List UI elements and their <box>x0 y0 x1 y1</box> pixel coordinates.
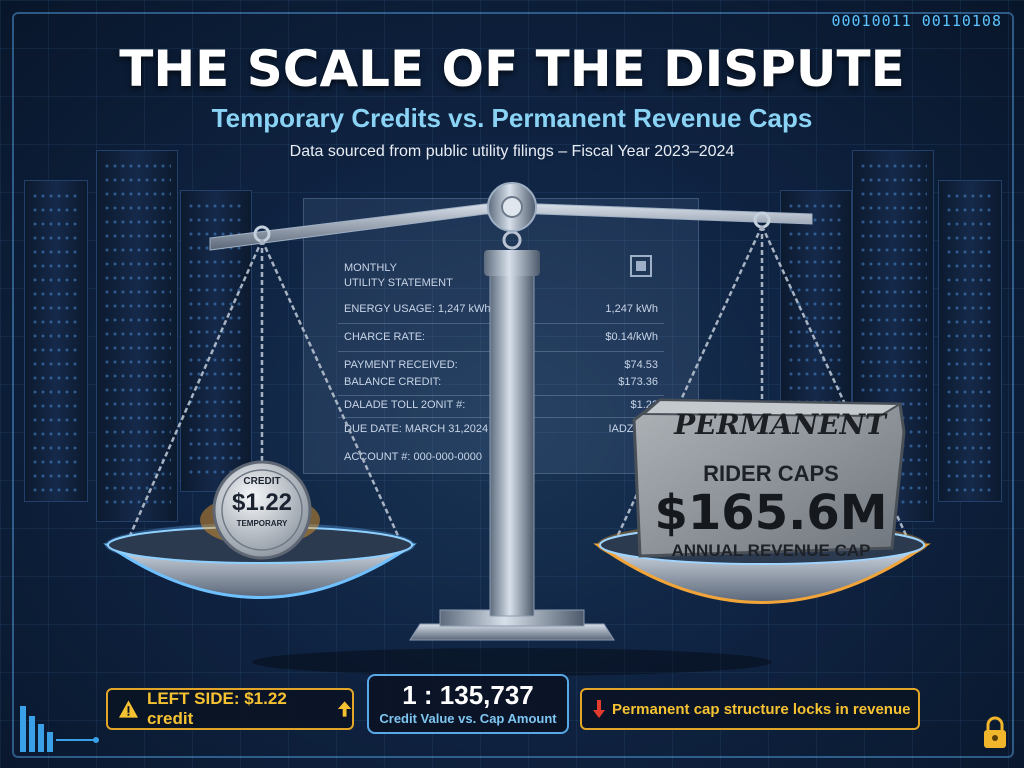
lock-icon <box>984 716 1006 748</box>
up-arrow-icon <box>337 701 352 717</box>
revenue-cap-block: PERMANENT RIDER CAPS $165.6M ANNUAL REVE… <box>640 408 902 561</box>
page-title: THE SCALE OF THE DISPUTE <box>119 40 905 98</box>
document-icon <box>630 255 652 277</box>
binary-code: 00010011 00110108 <box>831 12 1002 30</box>
server-rack-right-3 <box>938 180 1002 502</box>
page-subtitle: Temporary Credits vs. Permanent Revenue … <box>211 103 813 133</box>
cap-amount: $165.6M <box>654 485 888 541</box>
permanent-label: PERMANENT <box>674 408 886 441</box>
source-note: Data sourced from public utility filings… <box>289 143 735 160</box>
left-side-callout: LEFT SIDE: $1.22 credit <box>106 688 354 730</box>
server-rack-left-1 <box>24 180 88 502</box>
ratio-value: 1 : 135,737 <box>402 680 534 710</box>
statement-heading: MONTHLY UTILITY STATEMENT <box>344 262 453 289</box>
ratio-caption: Credit Value vs. Cap Amount <box>379 711 557 726</box>
ratio-box: 1 : 135,737 Credit Value vs. Cap Amount <box>367 674 569 734</box>
warning-icon <box>118 700 139 718</box>
outer-frame <box>12 12 1014 758</box>
right-side-callout: Permanent cap structure locks in revenue <box>580 688 920 730</box>
signal-bars-icon <box>20 706 99 752</box>
down-arrow-icon <box>593 700 605 718</box>
credit-coin: CREDIT $1.22 TEMPORARY <box>231 476 293 528</box>
